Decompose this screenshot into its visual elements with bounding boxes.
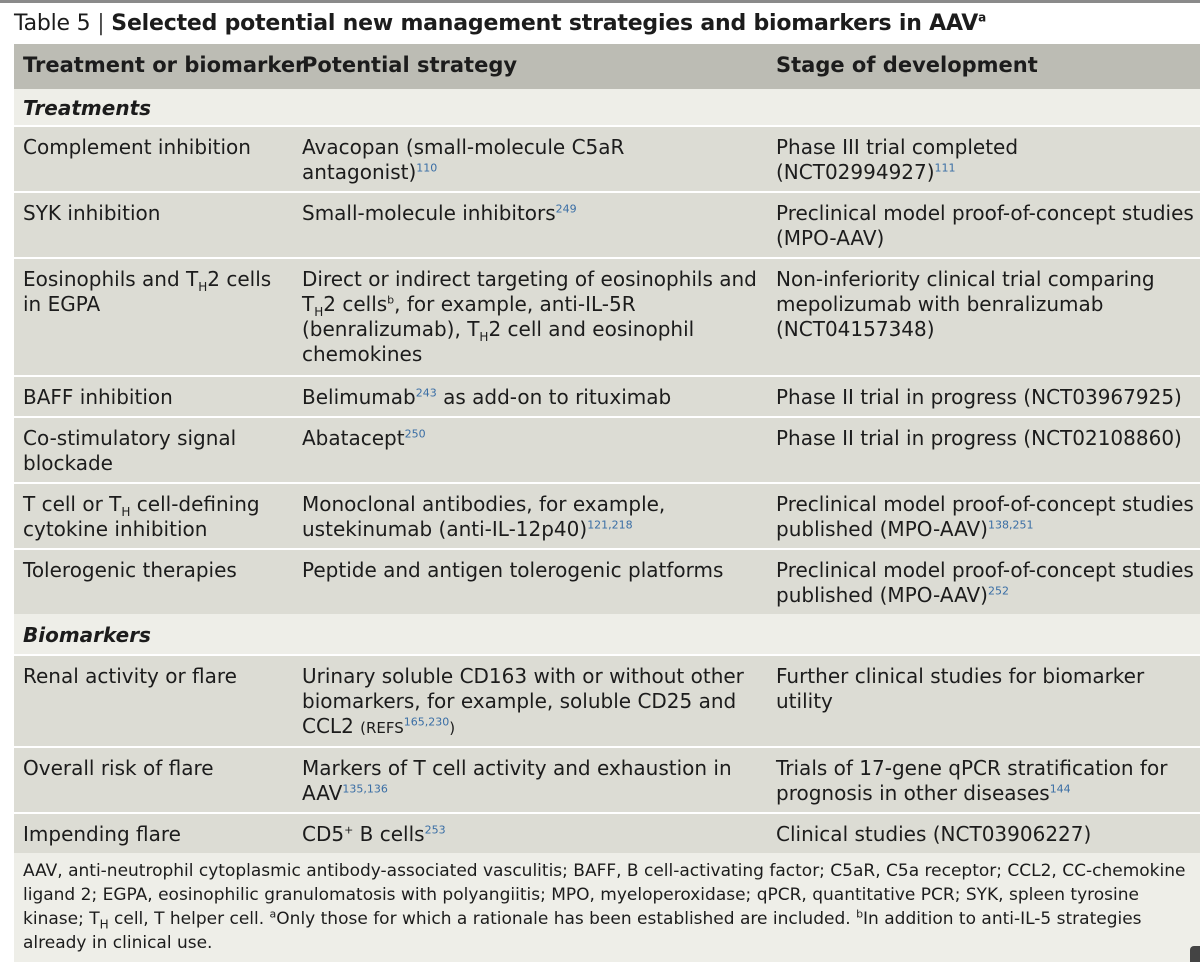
treatment-cell: Renal activity or flare [23,664,237,688]
title-separator: | [97,11,105,36]
page-corner-tab [1190,946,1200,962]
table-row: Complement inhibition Avacopan (small-mo… [14,125,1200,191]
reference: 252 [987,584,1009,598]
section-label: Biomarkers [23,623,151,647]
table-row: Renal activity or flare Urinary soluble … [14,654,1200,746]
stage-cell: Non-inferiority clinical trial comparing… [776,267,1155,341]
table-number: Table 5 [14,11,91,36]
table-footnote: AAV, anti-neutrophil cytoplasmic antibod… [14,853,1200,962]
treatment-cell: Tolerogenic therapies [23,558,237,582]
reference: 165,230 [403,715,450,729]
stage-cell: Phase II trial in progress (NCT03967925) [776,385,1182,409]
reference: 111 [934,161,956,175]
strategy-cell: Direct or indirect targeting of eosinoph… [302,267,757,366]
stage-cell: Preclinical model proof-of-concept studi… [776,558,1194,607]
title-footnote-mark: a [978,10,987,25]
header-stage: Stage of development [776,53,1038,77]
stage-cell: Phase III trial completed (NCT02994927)1… [776,135,1019,184]
strategy-cell: Monoclonal antibodies, for example, uste… [302,492,666,541]
treatment-cell: Overall risk of flare [23,756,214,780]
treatment-cell: BAFF inhibition [23,385,173,409]
reference: 110 [416,161,438,175]
reference: 249 [555,202,577,216]
table-row: Overall risk of flare Markers of T cell … [14,746,1200,812]
treatment-cell: Eosinophils and TH2 cells in EGPA [23,267,272,316]
header-treatment: Treatment or biomarker [23,53,306,77]
table-title: Table 5 | Selected potential new managem… [14,6,986,44]
strategy-cell: Small-molecule inhibitors249 [302,201,577,225]
strategy-cell: Abatacept250 [302,426,426,450]
reference: 121,218 [587,518,633,532]
strategy-cell: Urinary soluble CD163 with or without ot… [302,664,744,738]
footnote-text: AAV, anti-neutrophil cytoplasmic antibod… [23,861,1186,953]
table-row: BAFF inhibition Belimumab243 as add-on t… [14,375,1200,416]
reference: 135,136 [342,782,388,796]
table-row: T cell or TH cell-defining cytokine inhi… [14,482,1200,548]
table-row: Eosinophils and TH2 cells in EGPA Direct… [14,257,1200,375]
strategy-cell: Markers of T cell activity and exhaustio… [302,756,732,805]
treatment-cell: Complement inhibition [23,135,251,159]
section-label: Treatments [23,96,152,120]
section-biomarkers: Biomarkers [14,614,1200,654]
strategy-cell: Peptide and antigen tolerogenic platform… [302,558,724,582]
top-rule [0,0,1200,3]
reference: 253 [424,823,446,837]
treatment-cell: T cell or TH cell-defining cytokine inhi… [23,492,260,541]
table-header: Treatment or biomarker Potential strateg… [14,44,1200,89]
reference: 243 [415,386,437,400]
table-row: SYK inhibition Small-molecule inhibitors… [14,191,1200,257]
reference: 250 [404,427,426,441]
treatment-cell: Co-stimulatory signal blockade [23,426,237,475]
stage-cell: Preclinical model proof-of-concept studi… [776,201,1194,250]
stage-cell: Trials of 17-gene qPCR stratification fo… [776,756,1168,805]
treatment-cell: Impending flare [23,822,181,846]
reference: 138,251 [987,518,1034,532]
table-row: Co-stimulatory signal blockade Abatacept… [14,416,1200,482]
table-row: Tolerogenic therapies Peptide and antige… [14,548,1200,614]
section-treatments: Treatments [14,89,1200,125]
reference: 144 [1049,782,1071,796]
stage-cell: Further clinical studies for biomarker u… [776,664,1145,713]
strategy-cell: Avacopan (small-molecule C5aR antagonist… [302,135,625,184]
header-strategy: Potential strategy [302,53,518,77]
stage-cell: Preclinical model proof-of-concept studi… [776,492,1194,541]
stage-cell: Clinical studies (NCT03906227) [776,822,1092,846]
treatment-cell: SYK inhibition [23,201,161,225]
strategy-cell: Belimumab243 as add-on to rituximab [302,385,672,409]
title-text: Selected potential new management strate… [111,11,979,36]
strategy-cell: CD5+ B cells253 [302,822,446,846]
table-row: Impending flare CD5+ B cells253 Clinical… [14,812,1200,853]
stage-cell: Phase II trial in progress (NCT02108860) [776,426,1182,450]
